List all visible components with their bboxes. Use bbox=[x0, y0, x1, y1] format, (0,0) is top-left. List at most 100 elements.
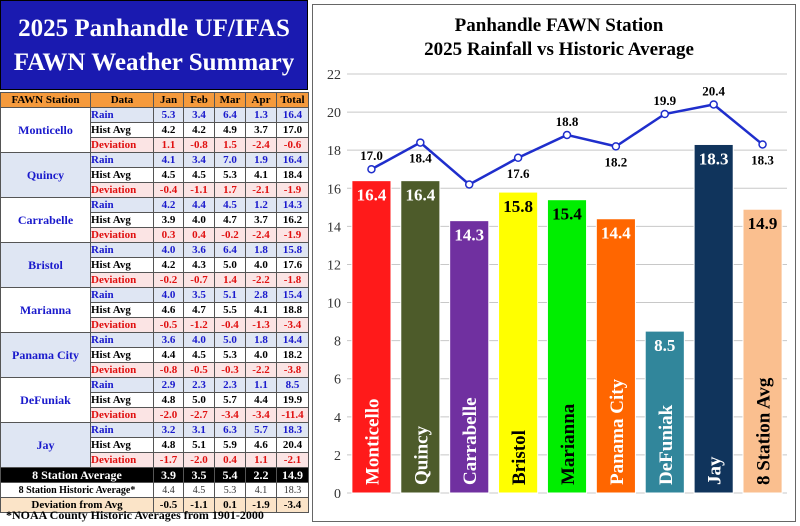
table-cell: 3.9 bbox=[153, 467, 184, 483]
table-cell: 2.2 bbox=[245, 467, 277, 483]
table-cell: 4.4 bbox=[153, 347, 184, 363]
table-cell: 4.3 bbox=[183, 257, 215, 273]
table-row: Deviation -1.7 -2.0 0.4 1.1 -2.1 bbox=[1, 452, 309, 468]
table-cell: 4.5 bbox=[183, 167, 215, 183]
table-cell: 5.3 bbox=[214, 347, 246, 363]
table-cell: 4.1 bbox=[245, 482, 277, 498]
table-cell: 2.3 bbox=[214, 377, 246, 393]
table-cell: -0.2 bbox=[214, 227, 246, 243]
table-row: Bristol Rain 4.0 3.6 6.4 1.8 15.8 bbox=[0, 242, 309, 288]
table-cell: 3.6 bbox=[153, 332, 184, 348]
table-cell: -1.2 bbox=[183, 317, 215, 333]
table-cell: 4.9 bbox=[214, 122, 246, 138]
table-cell: 3.4 bbox=[183, 107, 215, 123]
y-tick-label: 6 bbox=[334, 373, 341, 388]
row-label: Hist Avg bbox=[90, 122, 154, 138]
row-label: Hist Avg bbox=[90, 437, 154, 453]
category-label: DeFuniak bbox=[656, 404, 677, 485]
table-row: Deviation -0.5 -1.2 -0.4 -1.3 -3.4 bbox=[1, 317, 309, 333]
rainfall-chart: Panhandle FAWN Station 2025 Rainfall vs … bbox=[327, 15, 787, 502]
category-label: 8 Station Avg bbox=[754, 377, 775, 485]
station-name: DeFuniak bbox=[0, 377, 91, 423]
bar-value-label: 16.4 bbox=[405, 186, 435, 205]
bar bbox=[546, 199, 588, 494]
table-cell: 4.1 bbox=[245, 302, 277, 318]
table-cell: 5.0 bbox=[183, 392, 215, 408]
y-tick-label: 14 bbox=[327, 220, 341, 235]
footnote: *NOAA County Historic Averages from 1901… bbox=[6, 508, 264, 522]
y-tick-label: 10 bbox=[327, 297, 341, 312]
row-label: Hist Avg bbox=[90, 257, 154, 273]
table-cell: -2.2 bbox=[245, 272, 277, 288]
table-cell: 5.1 bbox=[214, 287, 246, 303]
table-cell: 16.4 bbox=[276, 107, 309, 123]
table-cell: 1.3 bbox=[245, 107, 277, 123]
historic-avg-label: 17.0 bbox=[360, 148, 383, 163]
y-tick-label: 12 bbox=[327, 258, 341, 273]
table-cell: 5.5 bbox=[214, 302, 246, 318]
table-row: Hist Avg 4.6 4.7 5.5 4.1 18.8 bbox=[1, 302, 309, 318]
col-header: Data bbox=[90, 92, 154, 108]
col-header: Jan bbox=[153, 92, 184, 108]
table-cell: 4.0 bbox=[245, 347, 277, 363]
category-label: Panama City bbox=[607, 378, 628, 485]
table-cell: -0.7 bbox=[183, 272, 215, 288]
table-row: Deviation -0.8 -0.5 -0.3 -2.2 -3.8 bbox=[1, 362, 309, 378]
table-row: Jay Rain 3.2 3.1 6.3 5.7 18.3 bbox=[0, 422, 309, 468]
table-cell: -3.4 bbox=[276, 317, 309, 333]
table-cell: 4.8 bbox=[153, 437, 184, 453]
y-tick-label: 22 bbox=[327, 68, 341, 83]
table-cell: 2.8 bbox=[245, 287, 277, 303]
row-label: Hist Avg bbox=[90, 212, 154, 228]
bar-value-label: 18.3 bbox=[699, 149, 729, 168]
summary-row: 8 Station Average 3.9 3.5 5.4 2.2 14.9 bbox=[0, 467, 309, 483]
table-row: Hist Avg 4.4 4.5 5.3 4.0 18.2 bbox=[1, 347, 309, 363]
table-row: Hist Avg 4.8 5.1 5.9 4.6 20.4 bbox=[1, 437, 309, 453]
table-row: Hist Avg 3.9 4.0 4.7 3.7 16.2 bbox=[1, 212, 309, 228]
row-label: Rain bbox=[90, 287, 154, 303]
table-cell: -0.6 bbox=[276, 137, 309, 153]
table-cell: 4.4 bbox=[245, 392, 277, 408]
row-label: Deviation bbox=[90, 452, 154, 468]
row-label: Deviation bbox=[90, 272, 154, 288]
table-cell: 4.0 bbox=[183, 332, 215, 348]
table-cell: -3.8 bbox=[276, 362, 309, 378]
table-cell: -2.4 bbox=[245, 227, 277, 243]
table-cell: 18.8 bbox=[276, 302, 309, 318]
summary-row: 8 Station Historic Average* 4.4 4.5 5.3 4.1 1… bbox=[0, 482, 309, 498]
table-row: Quincy Rain 4.1 3.4 7.0 1.9 16.4 bbox=[0, 152, 309, 198]
table-cell: 4.5 bbox=[183, 347, 215, 363]
y-tick-label: 16 bbox=[327, 182, 341, 197]
table-cell: 7.0 bbox=[214, 152, 246, 168]
table-cell: 1.8 bbox=[245, 332, 277, 348]
table-cell: 5.3 bbox=[214, 167, 246, 183]
table-cell: 5.3 bbox=[153, 107, 184, 123]
table-cell: -11.4 bbox=[276, 407, 309, 423]
row-label: Rain bbox=[90, 107, 154, 123]
historic-avg-label: 18.4 bbox=[409, 151, 432, 166]
table-cell: 1.1 bbox=[245, 452, 277, 468]
table-cell: 14.9 bbox=[276, 467, 309, 483]
bar bbox=[595, 218, 636, 494]
table-cell: -0.8 bbox=[183, 137, 215, 153]
historic-avg-point bbox=[367, 164, 376, 174]
table-row: Hist Avg 4.2 4.2 4.9 3.7 17.0 bbox=[1, 122, 309, 138]
table-cell: 15.8 bbox=[276, 242, 309, 258]
historic-avg-label: 20.4 bbox=[702, 83, 725, 98]
bar-value-label: 8.5 bbox=[654, 336, 675, 355]
table-cell: 5.7 bbox=[245, 422, 277, 438]
table-cell: 5.0 bbox=[214, 332, 246, 348]
table-cell: -0.8 bbox=[153, 362, 184, 378]
historic-avg-label: 18.2 bbox=[605, 154, 628, 169]
category-label: Jay bbox=[705, 456, 726, 485]
table-cell: -1.7 bbox=[153, 452, 184, 468]
bar-value-label: 15.4 bbox=[552, 205, 582, 224]
station-name: Quincy bbox=[0, 152, 91, 198]
summary-row-label: 8 Station Average bbox=[0, 467, 154, 483]
table-cell: 1.9 bbox=[245, 152, 277, 168]
bar-value-label: 14.4 bbox=[601, 224, 631, 243]
bar-value-label: 14.9 bbox=[748, 214, 778, 233]
category-label: Carrabelle bbox=[460, 397, 481, 485]
table-cell: -2.2 bbox=[245, 362, 277, 378]
chart-frame: Panhandle FAWN Station 2025 Rainfall vs … bbox=[312, 4, 796, 522]
